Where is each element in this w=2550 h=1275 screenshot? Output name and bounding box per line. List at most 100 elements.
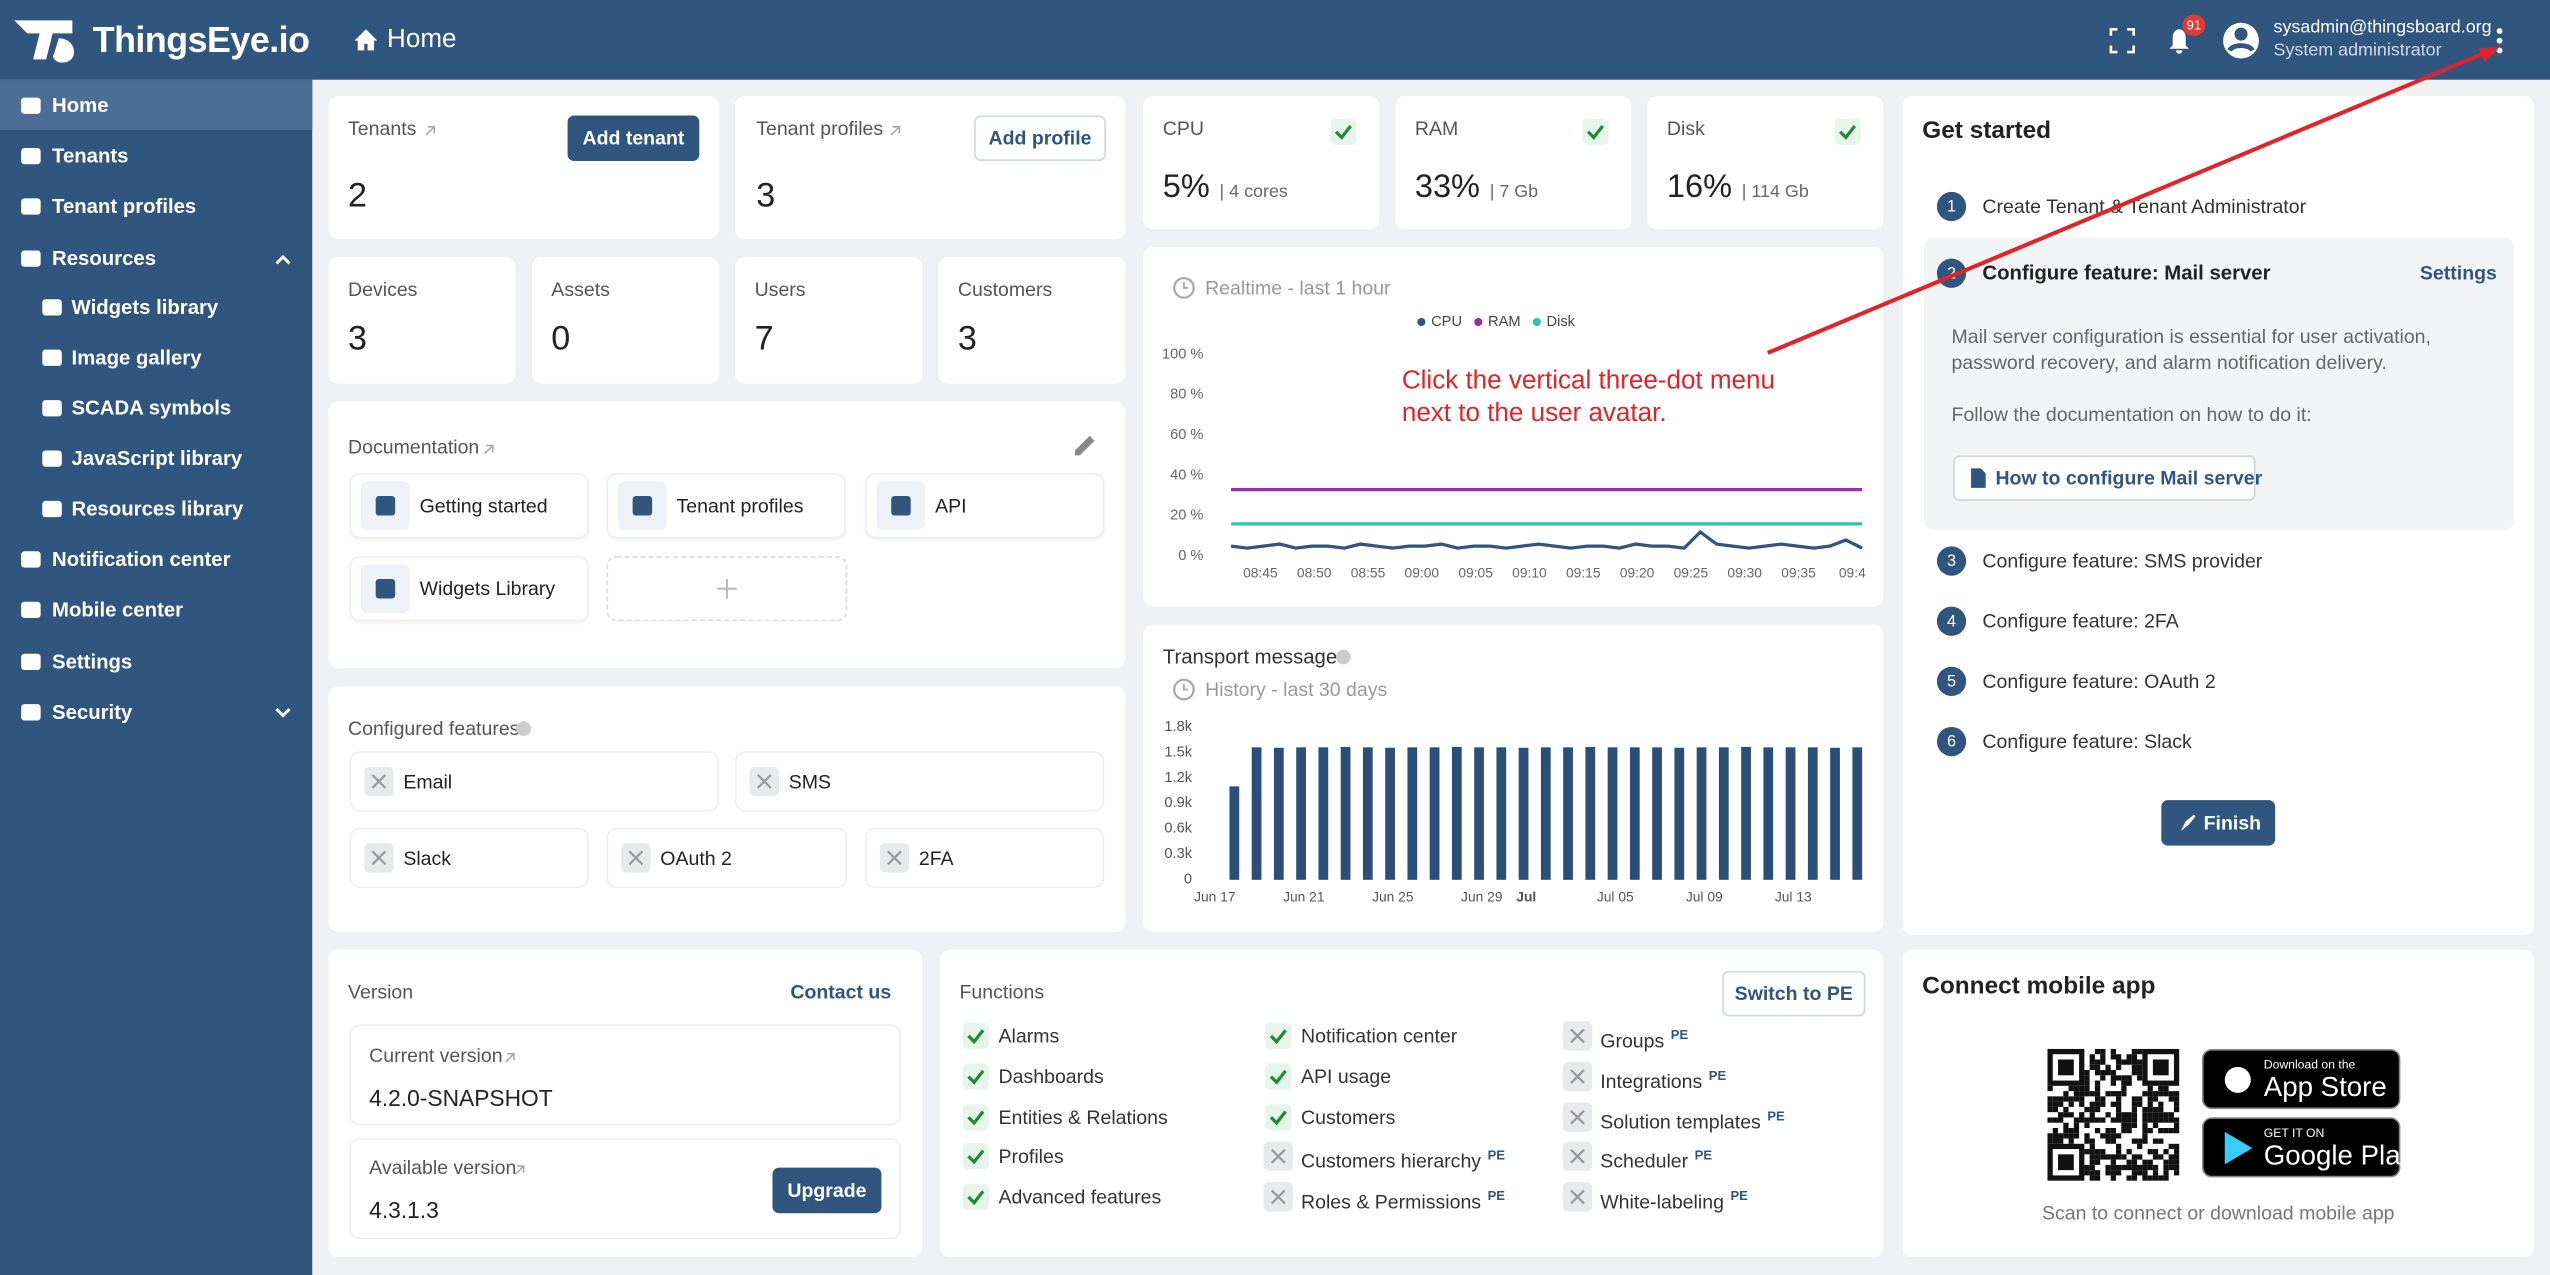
system-label: Disk <box>1666 117 1705 140</box>
sidebar-item[interactable]: Mobile center <box>52 598 184 622</box>
doc-add[interactable] <box>606 556 848 622</box>
sidebar-item[interactable]: Home <box>52 94 109 118</box>
sidebar <box>0 79 313 1275</box>
doc-link[interactable] <box>606 473 846 539</box>
step-label[interactable]: Configure feature: OAuth 2 <box>1982 670 2216 693</box>
annotation: Click the vertical three-dot menu next t… <box>1401 367 1775 428</box>
add-tenant-button-label[interactable]: Add tenant <box>582 126 685 150</box>
count-label: Assets <box>551 278 610 301</box>
sidebar-item[interactable]: Tenants <box>52 144 129 168</box>
mobile-caption: Scan to connect or download mobile app <box>2041 1201 2395 1225</box>
system-detail: | 7 Gb <box>1489 182 1539 202</box>
upgrade-button-label[interactable]: Upgrade <box>787 1179 867 1202</box>
function-label: Profiles <box>998 1144 1064 1168</box>
function-label: Integrations PE <box>1600 1068 1727 1093</box>
finish-button[interactable] <box>2161 800 2276 846</box>
add-profile-button[interactable] <box>974 115 1106 162</box>
count-value: 0 <box>551 320 571 358</box>
step-label[interactable]: Configure feature: SMS provider <box>1982 549 2263 573</box>
transport-card <box>1143 624 1884 932</box>
doc-link[interactable] <box>349 473 589 539</box>
feature-item <box>606 827 848 888</box>
system-label: RAM <box>1414 117 1459 140</box>
doc-link[interactable] <box>349 556 589 622</box>
doc-link-label[interactable]: Tenant profiles <box>676 494 804 518</box>
system-value: 33% | 7 Gb <box>1414 169 1539 205</box>
pe-badge: PE <box>1487 1148 1505 1163</box>
count-card <box>531 256 719 384</box>
switch-pe-button[interactable] <box>1722 970 1866 1017</box>
sidebar-item[interactable]: Widgets library <box>71 295 219 319</box>
available-version-box <box>349 1138 901 1240</box>
system-value: 16% | 114 Gb <box>1666 169 1809 205</box>
pe-badge: PE <box>1694 1148 1713 1163</box>
feature-label: SMS <box>788 770 832 793</box>
notification-count: 91 <box>2186 17 2202 32</box>
sidebar-item[interactable]: Resources <box>52 247 157 270</box>
contact-link[interactable]: Contact us <box>790 980 892 1004</box>
doc-link-label[interactable]: Widgets Library <box>419 577 556 601</box>
sidebar-item[interactable]: Security <box>52 700 133 724</box>
user-email[interactable]: sysadmin@thingsboard.org <box>2273 17 2492 38</box>
doc-button-label[interactable]: How to configure Mail server <box>1995 466 2263 490</box>
count-card <box>938 256 1126 384</box>
logo-text: ThingsEye.io <box>92 19 310 61</box>
tenant-profiles-value: 3 <box>756 177 776 215</box>
function-label: Groups PE <box>1600 1027 1689 1053</box>
sidebar-item[interactable]: Settings <box>52 650 133 674</box>
step-label[interactable]: Configure feature: Slack <box>1982 730 2192 753</box>
settings-link[interactable]: Settings <box>2419 261 2497 285</box>
add-tenant-button[interactable] <box>567 115 700 162</box>
switch-pe-button-label[interactable]: Switch to PE <box>1734 982 1853 1006</box>
count-label: Customers <box>957 278 1053 301</box>
function-label: Alarms <box>998 1024 1060 1048</box>
step-label[interactable]: Configure feature: Mail server <box>1982 261 2271 285</box>
sidebar-active <box>0 81 313 131</box>
current-version-label: Current version <box>369 1044 503 1067</box>
features-card <box>328 686 1126 932</box>
sidebar-item[interactable]: Image gallery <box>71 346 202 370</box>
step-label[interactable]: Configure feature: 2FA <box>1982 609 2179 633</box>
sidebar-item[interactable]: Tenant profiles <box>52 195 197 218</box>
user-role: System administrator <box>2273 40 2442 61</box>
realtime-title: Realtime - last 1 hour <box>1205 276 1391 300</box>
function-label: API usage <box>1301 1065 1392 1088</box>
doc-link[interactable] <box>865 473 1105 539</box>
tenant-profiles-label: Tenant profiles <box>756 117 884 140</box>
sidebar-item[interactable]: SCADA symbols <box>71 396 232 420</box>
mobile-title: Connect mobile app <box>1922 972 2156 1001</box>
doc-link-label[interactable]: Getting started <box>419 494 548 518</box>
count-value: 7 <box>754 320 774 358</box>
function-label: Dashboards <box>998 1065 1104 1088</box>
documentation-title: Documentation <box>348 435 480 459</box>
pe-badge: PE <box>1767 1109 1785 1124</box>
system-detail: | 4 cores <box>1219 182 1288 202</box>
system-card <box>1143 95 1380 230</box>
function-label: Customers <box>1301 1105 1396 1129</box>
sidebar-item[interactable]: Resources library <box>71 497 244 521</box>
feature-label: OAuth 2 <box>660 846 732 870</box>
doc-link-label[interactable]: API <box>935 494 967 518</box>
system-detail: | 114 Gb <box>1741 182 1809 202</box>
upgrade-button[interactable] <box>772 1167 882 1214</box>
step-label[interactable]: Create Tenant & Tenant Administrator <box>1982 195 2307 218</box>
finish-label[interactable]: Finish <box>2203 811 2262 835</box>
system-label: CPU <box>1162 117 1205 140</box>
google-play-small: GET IT ON <box>2263 1125 2325 1141</box>
sidebar-item[interactable]: Notification center <box>52 548 231 571</box>
sidebar-item[interactable]: JavaScript library <box>71 447 243 470</box>
tenants-label: Tenants <box>348 117 417 140</box>
count-label: Users <box>754 278 806 301</box>
count-card <box>328 256 516 384</box>
count-value: 3 <box>348 320 368 358</box>
documentation-card <box>328 401 1126 669</box>
doc-button[interactable] <box>1953 455 2256 501</box>
feature-item <box>349 751 719 812</box>
version-title: Version <box>348 980 414 1004</box>
add-profile-button-label[interactable]: Add profile <box>988 126 1092 150</box>
feature-label: 2FA <box>918 846 954 870</box>
pe-badge: PE <box>1670 1027 1689 1043</box>
features-title: Configured features <box>348 717 520 740</box>
feature-item <box>349 827 589 888</box>
